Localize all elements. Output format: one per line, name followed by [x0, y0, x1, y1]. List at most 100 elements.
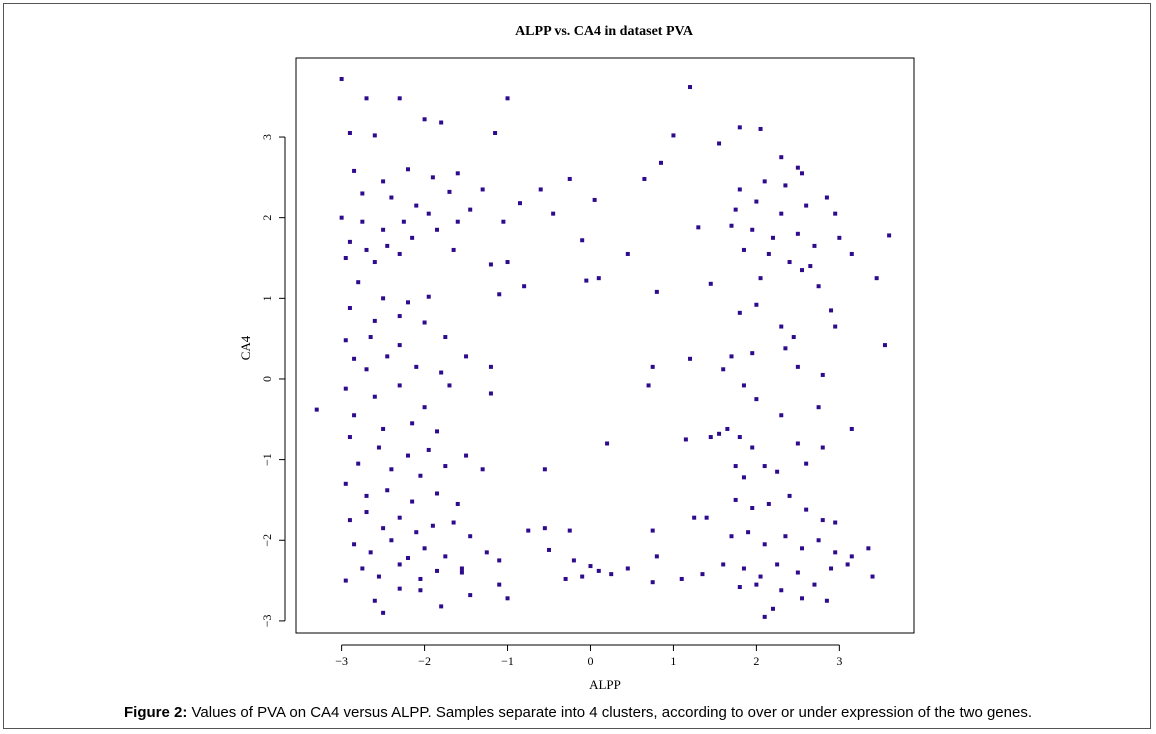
data-point	[385, 354, 390, 359]
data-point	[849, 426, 854, 431]
data-point	[488, 391, 493, 396]
data-point	[837, 235, 842, 240]
data-point	[405, 556, 410, 560]
data-point	[787, 493, 792, 498]
data-point	[381, 296, 386, 301]
data-point	[588, 564, 593, 569]
data-point	[642, 176, 647, 181]
x-tick-label: 0	[587, 654, 593, 668]
data-point	[505, 96, 510, 101]
data-point	[750, 506, 755, 510]
data-point	[804, 507, 809, 512]
data-point	[779, 588, 784, 593]
data-point	[683, 437, 688, 442]
data-point	[418, 588, 423, 593]
data-point	[833, 550, 838, 555]
data-point	[339, 215, 344, 220]
data-point	[430, 175, 435, 180]
data-point	[775, 562, 780, 567]
data-point	[592, 197, 597, 202]
x-tick-label: −1	[501, 654, 514, 668]
data-point	[455, 219, 460, 224]
data-point	[447, 383, 452, 388]
data-point	[372, 133, 377, 138]
data-point	[372, 394, 377, 399]
data-point	[426, 447, 431, 452]
data-point	[439, 604, 444, 609]
data-point	[435, 429, 440, 434]
data-point	[443, 554, 448, 559]
y-tick-label: −3	[260, 615, 274, 628]
data-point	[314, 407, 319, 412]
data-point	[654, 289, 659, 294]
data-point	[381, 526, 386, 531]
data-point	[397, 586, 402, 591]
data-point	[820, 518, 825, 523]
data-point	[750, 227, 755, 232]
data-point	[352, 168, 357, 173]
data-point	[688, 85, 693, 90]
data-point	[721, 367, 726, 372]
data-point	[596, 568, 601, 573]
data-point	[347, 306, 352, 310]
data-point	[654, 554, 659, 559]
data-point	[505, 260, 510, 265]
data-point	[717, 431, 722, 436]
data-point	[414, 364, 419, 369]
data-point	[800, 596, 805, 601]
data-point	[435, 568, 440, 573]
data-point	[625, 251, 630, 256]
data-point	[468, 534, 473, 539]
data-point	[435, 491, 440, 496]
data-point	[385, 488, 390, 493]
data-point	[708, 435, 713, 440]
data-point	[422, 117, 427, 122]
data-point	[397, 314, 402, 319]
x-tick-label: −2	[418, 654, 431, 668]
data-point	[775, 469, 780, 474]
y-axis: −3 −2 −1 0 1 2 3	[260, 134, 286, 628]
data-point	[741, 475, 746, 480]
x-tick-label: 1	[670, 654, 676, 668]
data-point	[347, 131, 352, 135]
data-point	[480, 187, 485, 192]
data-point	[364, 510, 369, 515]
data-point	[820, 372, 825, 377]
data-point	[737, 125, 742, 130]
x-tick-label: 3	[836, 654, 842, 668]
data-point	[422, 405, 427, 410]
data-point	[758, 574, 763, 579]
data-point	[464, 354, 469, 359]
data-point	[750, 351, 755, 356]
data-point	[459, 566, 464, 571]
data-point	[567, 176, 572, 181]
data-point	[650, 580, 655, 585]
data-point	[783, 346, 788, 351]
data-point	[430, 523, 435, 528]
data-point	[414, 530, 419, 535]
x-tick-label: −3	[335, 654, 348, 668]
data-point	[343, 386, 348, 391]
data-point	[381, 610, 386, 615]
data-point	[795, 231, 800, 236]
data-point	[658, 160, 663, 165]
data-point	[584, 278, 589, 283]
data-point	[704, 515, 709, 520]
data-point	[381, 179, 386, 184]
data-point	[746, 530, 751, 535]
data-point	[812, 582, 817, 587]
x-axis-label: ALPP	[589, 677, 621, 692]
data-point	[356, 280, 361, 285]
data-point	[372, 598, 377, 603]
caption-label: Figure 2:	[124, 704, 188, 721]
data-point	[795, 165, 800, 170]
data-point	[679, 576, 684, 581]
data-point	[783, 183, 788, 188]
data-point	[795, 441, 800, 446]
data-point	[376, 574, 381, 579]
data-point	[542, 467, 547, 472]
data-point	[733, 464, 738, 469]
data-point	[439, 120, 444, 125]
data-point	[741, 383, 746, 388]
